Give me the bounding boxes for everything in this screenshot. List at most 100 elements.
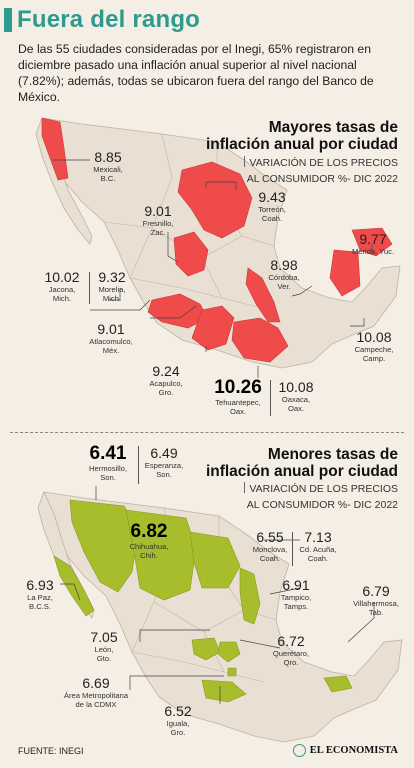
label-iguala: 6.52 Iguala, Gro. (158, 703, 198, 738)
city-morelia: Morelia, (98, 285, 126, 294)
top-map (35, 117, 401, 369)
value-campeche: 10.08 (356, 329, 392, 345)
city-iguala: Iguala, (166, 719, 190, 728)
value-esperanza: 6.49 (150, 445, 178, 461)
top-title-line2: inflación anual por ciudad (205, 136, 398, 153)
label-acapulco: 9.24 Acapulco, Gro. (146, 363, 186, 398)
region-baja-california (41, 117, 69, 181)
state-atlacomulco: Méx. (102, 346, 120, 355)
city-mexicali: Mexicali, (93, 165, 123, 174)
bottom-sub-line1: VARIACIÓN DE LOS PRECIOS (249, 483, 398, 495)
city-tampico: Tampico, (280, 593, 312, 602)
region-campeche (329, 249, 361, 297)
value-villahermosa: 6.79 (362, 583, 390, 599)
city-campeche: Campeche, (354, 345, 394, 354)
value-leon: 7.05 (90, 629, 118, 645)
city-acapulco: Acapulco, (149, 379, 183, 388)
title-bar: Fuera del rango (4, 6, 200, 34)
label-villahermosa: 6.79 Villahermosa, Tab. (348, 583, 404, 618)
region-chihuahua (125, 509, 197, 601)
region-guerrero (201, 679, 247, 703)
label-oaxaca: 10.08 Oaxaca, Oax. (274, 379, 318, 414)
state-lapaz: B.C.S. (29, 602, 51, 611)
top-title: Mayores tasas de inflación anual por ciu… (206, 119, 398, 153)
value-atlacomulco: 9.01 (97, 321, 125, 337)
state-cordoba: Ver. (277, 282, 291, 291)
label-tehuantepec: 10.26 Tehuantepec, Oax. (210, 377, 266, 417)
value-merida: 9.77 (359, 231, 387, 247)
label-queretaro: 6.72 Querétaro, Qro. (268, 633, 314, 668)
value-chihuahua: 6.82 (130, 521, 168, 542)
logo-text: EL ECONOMISTA (309, 745, 398, 756)
value-cdmx: 6.69 (82, 675, 110, 691)
label-monclova: 6.55 Monclova, Coah. (250, 530, 290, 564)
label-jacona: 10.02 Jacona, Mich. (42, 270, 82, 304)
top-title-line1: Mayores tasas de (268, 119, 398, 136)
state-fresnillo: Zac. (150, 228, 166, 237)
region-edomex-guerrero (191, 305, 235, 351)
value-hermosillo: 6.41 (89, 443, 127, 464)
region-oaxaca (231, 317, 289, 363)
city-queretaro: Querétaro, (272, 649, 310, 658)
label-fresnillo: 9.01 Fresnillo, Zac. (136, 203, 180, 238)
region-coahuila-low (189, 531, 241, 589)
value-queretaro: 6.72 (277, 633, 305, 649)
label-campeche: 10.08 Campeche, Camp. (350, 329, 398, 364)
state-queretaro: Qro. (283, 658, 299, 667)
region-tabasco (323, 675, 353, 693)
bottom-sub-line2: AL CONSUMIDOR %- DIC 2022 (246, 499, 398, 511)
separator-tehuantepec-oaxaca (270, 380, 271, 416)
state-villahermosa: Tab. (368, 608, 384, 617)
separator-monclova-acuna (292, 532, 293, 566)
state-acapulco: Gro. (158, 388, 174, 397)
top-leader-lines (52, 159, 373, 378)
bottom-title-line2: inflación anual por ciudad (205, 463, 398, 480)
city-villahermosa: Villahermosa, (353, 599, 399, 608)
label-acuna: 7.13 Cd. Acuña, Coah. (296, 530, 340, 564)
page-title: Fuera del rango (17, 6, 201, 33)
value-tehuantepec: 10.26 (214, 377, 262, 398)
value-oaxaca: 10.08 (278, 379, 314, 395)
state-tampico: Tamps. (283, 602, 309, 611)
bottom-map (37, 491, 403, 743)
label-atlacomulco: 9.01 Atlacomulco, Méx. (86, 321, 136, 356)
separator-jacona-morelia (89, 272, 90, 304)
bottom-leader-lines (60, 486, 375, 704)
value-acapulco: 9.24 (152, 363, 180, 379)
city-oaxaca: Oaxaca, (281, 395, 311, 404)
city-atlacomulco: Atlacomulco, (89, 337, 133, 346)
city-monclova: Monclova, (252, 545, 288, 554)
state-tehuantepec: Oax. (229, 407, 247, 416)
top-sub-line2: AL CONSUMIDOR %- DIC 2022 (246, 173, 398, 185)
label-torreon: 9.43 Torreón, Coah. (250, 190, 294, 224)
region-queretaro (217, 641, 241, 663)
region-veracruz (245, 267, 281, 323)
state-torreon: Coah. (261, 214, 283, 223)
logo-mark-icon (292, 744, 306, 757)
label-mexicali: 8.85 Mexicali, B.C. (86, 150, 130, 184)
label-merida: 9.77 Mérida, Yuc. (346, 231, 400, 257)
label-esperanza: 6.49 Esperanza, Son. (142, 445, 186, 480)
region-yucatan (351, 227, 393, 257)
bottom-title: Menores tasas de inflación anual por ciu… (206, 446, 398, 480)
city-esperanza: Esperanza, (144, 461, 184, 470)
state-monclova: Coah. (259, 554, 281, 563)
value-fresnillo: 9.01 (144, 203, 172, 219)
city-torreon: Torreón, (258, 205, 286, 214)
state-mexicali: B.C. (100, 174, 116, 183)
title-accent (4, 8, 12, 32)
intro-text: De las 55 ciudades consideradas por el I… (18, 42, 374, 104)
region-coahuila (177, 161, 253, 239)
state-iguala: Gro. (170, 728, 186, 737)
city-leon: León, (94, 645, 114, 654)
region-zacatecas (173, 231, 209, 277)
city-hermosillo: Hermosillo, (89, 464, 127, 473)
bottom-title-line1: Menores tasas de (267, 446, 398, 463)
state-campeche: Camp. (362, 354, 386, 363)
city-tehuantepec: Tehuantepec, (215, 398, 261, 407)
city-cdmx: Área Metropolitana (63, 691, 129, 700)
value-iguala: 6.52 (164, 703, 192, 719)
label-hermosillo: 6.41 Hermosillo, Son. (82, 443, 134, 483)
